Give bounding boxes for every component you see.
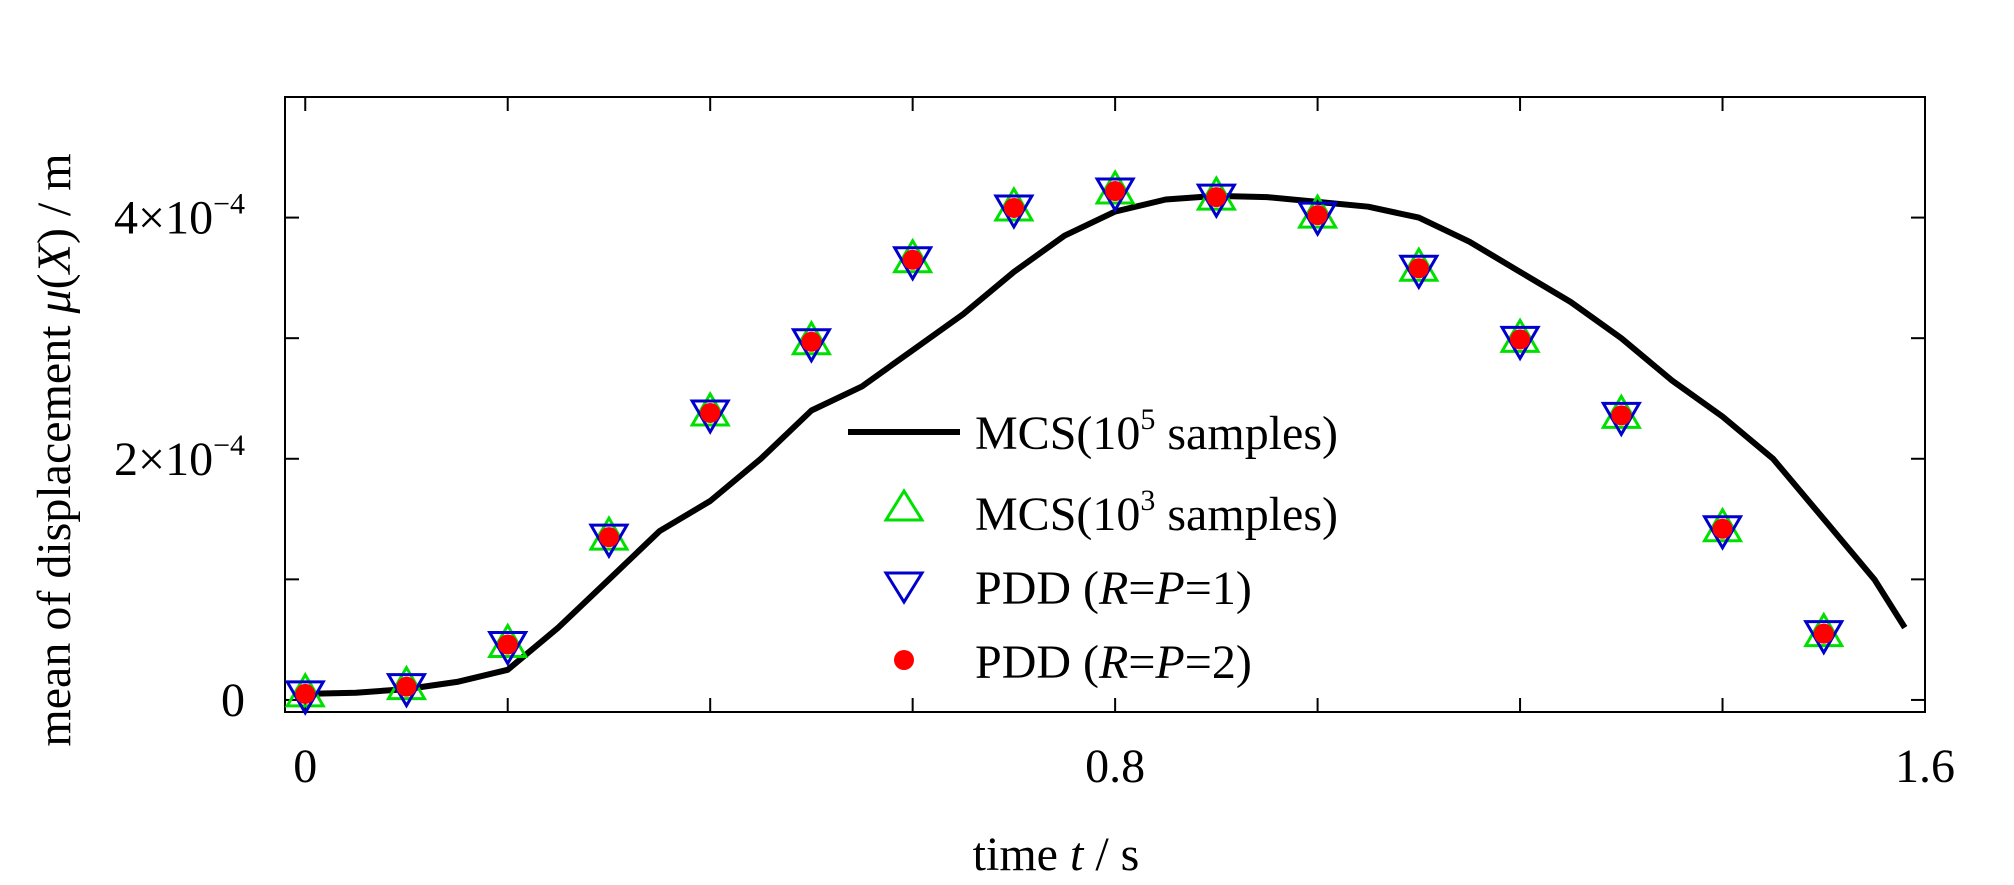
dot-marker bbox=[295, 683, 316, 704]
x-ticks: 0 0.8 1.6 bbox=[293, 97, 1955, 793]
y-axis-label-mu: μ bbox=[28, 289, 81, 314]
y-axis-label-unit: / m bbox=[28, 153, 81, 228]
y-axis-label-prefix: mean of displacement bbox=[28, 313, 81, 746]
y-tick-label: 2×10−4 bbox=[114, 429, 245, 486]
legend-label-pdd-rp1: PDD (R=P=1) bbox=[975, 562, 1252, 615]
dot-marker bbox=[1105, 181, 1126, 202]
dot-marker bbox=[1206, 187, 1227, 208]
x-axis-label-var: t bbox=[1070, 828, 1085, 881]
y-tick-label: 4×10−4 bbox=[114, 188, 245, 245]
dot-marker bbox=[598, 527, 619, 548]
x-tick-label: 1.6 bbox=[1895, 740, 1955, 793]
y-ticks: 02×10−44×10−4 bbox=[114, 96, 1925, 727]
dot-marker bbox=[497, 634, 518, 655]
y-tick-label-mantissa: 4×10 bbox=[114, 192, 213, 245]
dot-marker bbox=[1408, 258, 1429, 279]
legend-triangle-down-marker bbox=[883, 571, 925, 605]
y-tick-label-mantissa: 2×10 bbox=[114, 433, 213, 486]
y-axis-label-close-paren: ) bbox=[28, 228, 81, 244]
x-tick-label: 0 bbox=[293, 740, 317, 793]
legend-label-mcs-1e5: MCS(105 samples) bbox=[975, 403, 1338, 460]
dot-marker bbox=[700, 402, 721, 423]
legend-triangle-up-marker bbox=[883, 488, 925, 522]
legend: MCS(105 samples) MCS(103 samples) PDD (R… bbox=[848, 403, 1338, 689]
x-tick-label: 0.8 bbox=[1085, 740, 1145, 793]
y-tick-label-exponent: −4 bbox=[213, 429, 245, 462]
dot-marker bbox=[396, 676, 417, 697]
dot-marker bbox=[1813, 623, 1834, 644]
dot-marker bbox=[1307, 205, 1328, 226]
dot-marker bbox=[1611, 405, 1632, 426]
y-axis-label-x: X bbox=[28, 242, 81, 275]
legend-dot-marker bbox=[894, 650, 914, 670]
y-tick-label: 0 bbox=[221, 674, 245, 727]
x-axis-label: time t / s bbox=[973, 828, 1140, 881]
dot-marker bbox=[801, 331, 822, 352]
y-axis-label: mean of displacement μ(X) / m bbox=[28, 153, 81, 746]
legend-label-pdd-rp2: PDD (R=P=2) bbox=[975, 636, 1252, 689]
x-axis-label-unit: / s bbox=[1083, 828, 1139, 881]
series-pdd-rp2-markers bbox=[295, 181, 1834, 704]
y-axis-label-open-paren: ( bbox=[28, 273, 81, 289]
y-tick-label-exponent: −4 bbox=[213, 188, 245, 221]
x-axis-label-prefix: time bbox=[973, 828, 1070, 881]
plot-frame bbox=[284, 96, 1926, 713]
dot-marker bbox=[1712, 518, 1733, 539]
legend-label-mcs-1e3: MCS(103 samples) bbox=[975, 484, 1338, 541]
dot-marker bbox=[1510, 329, 1531, 350]
dot-marker bbox=[902, 249, 923, 270]
dot-marker bbox=[1003, 197, 1024, 218]
